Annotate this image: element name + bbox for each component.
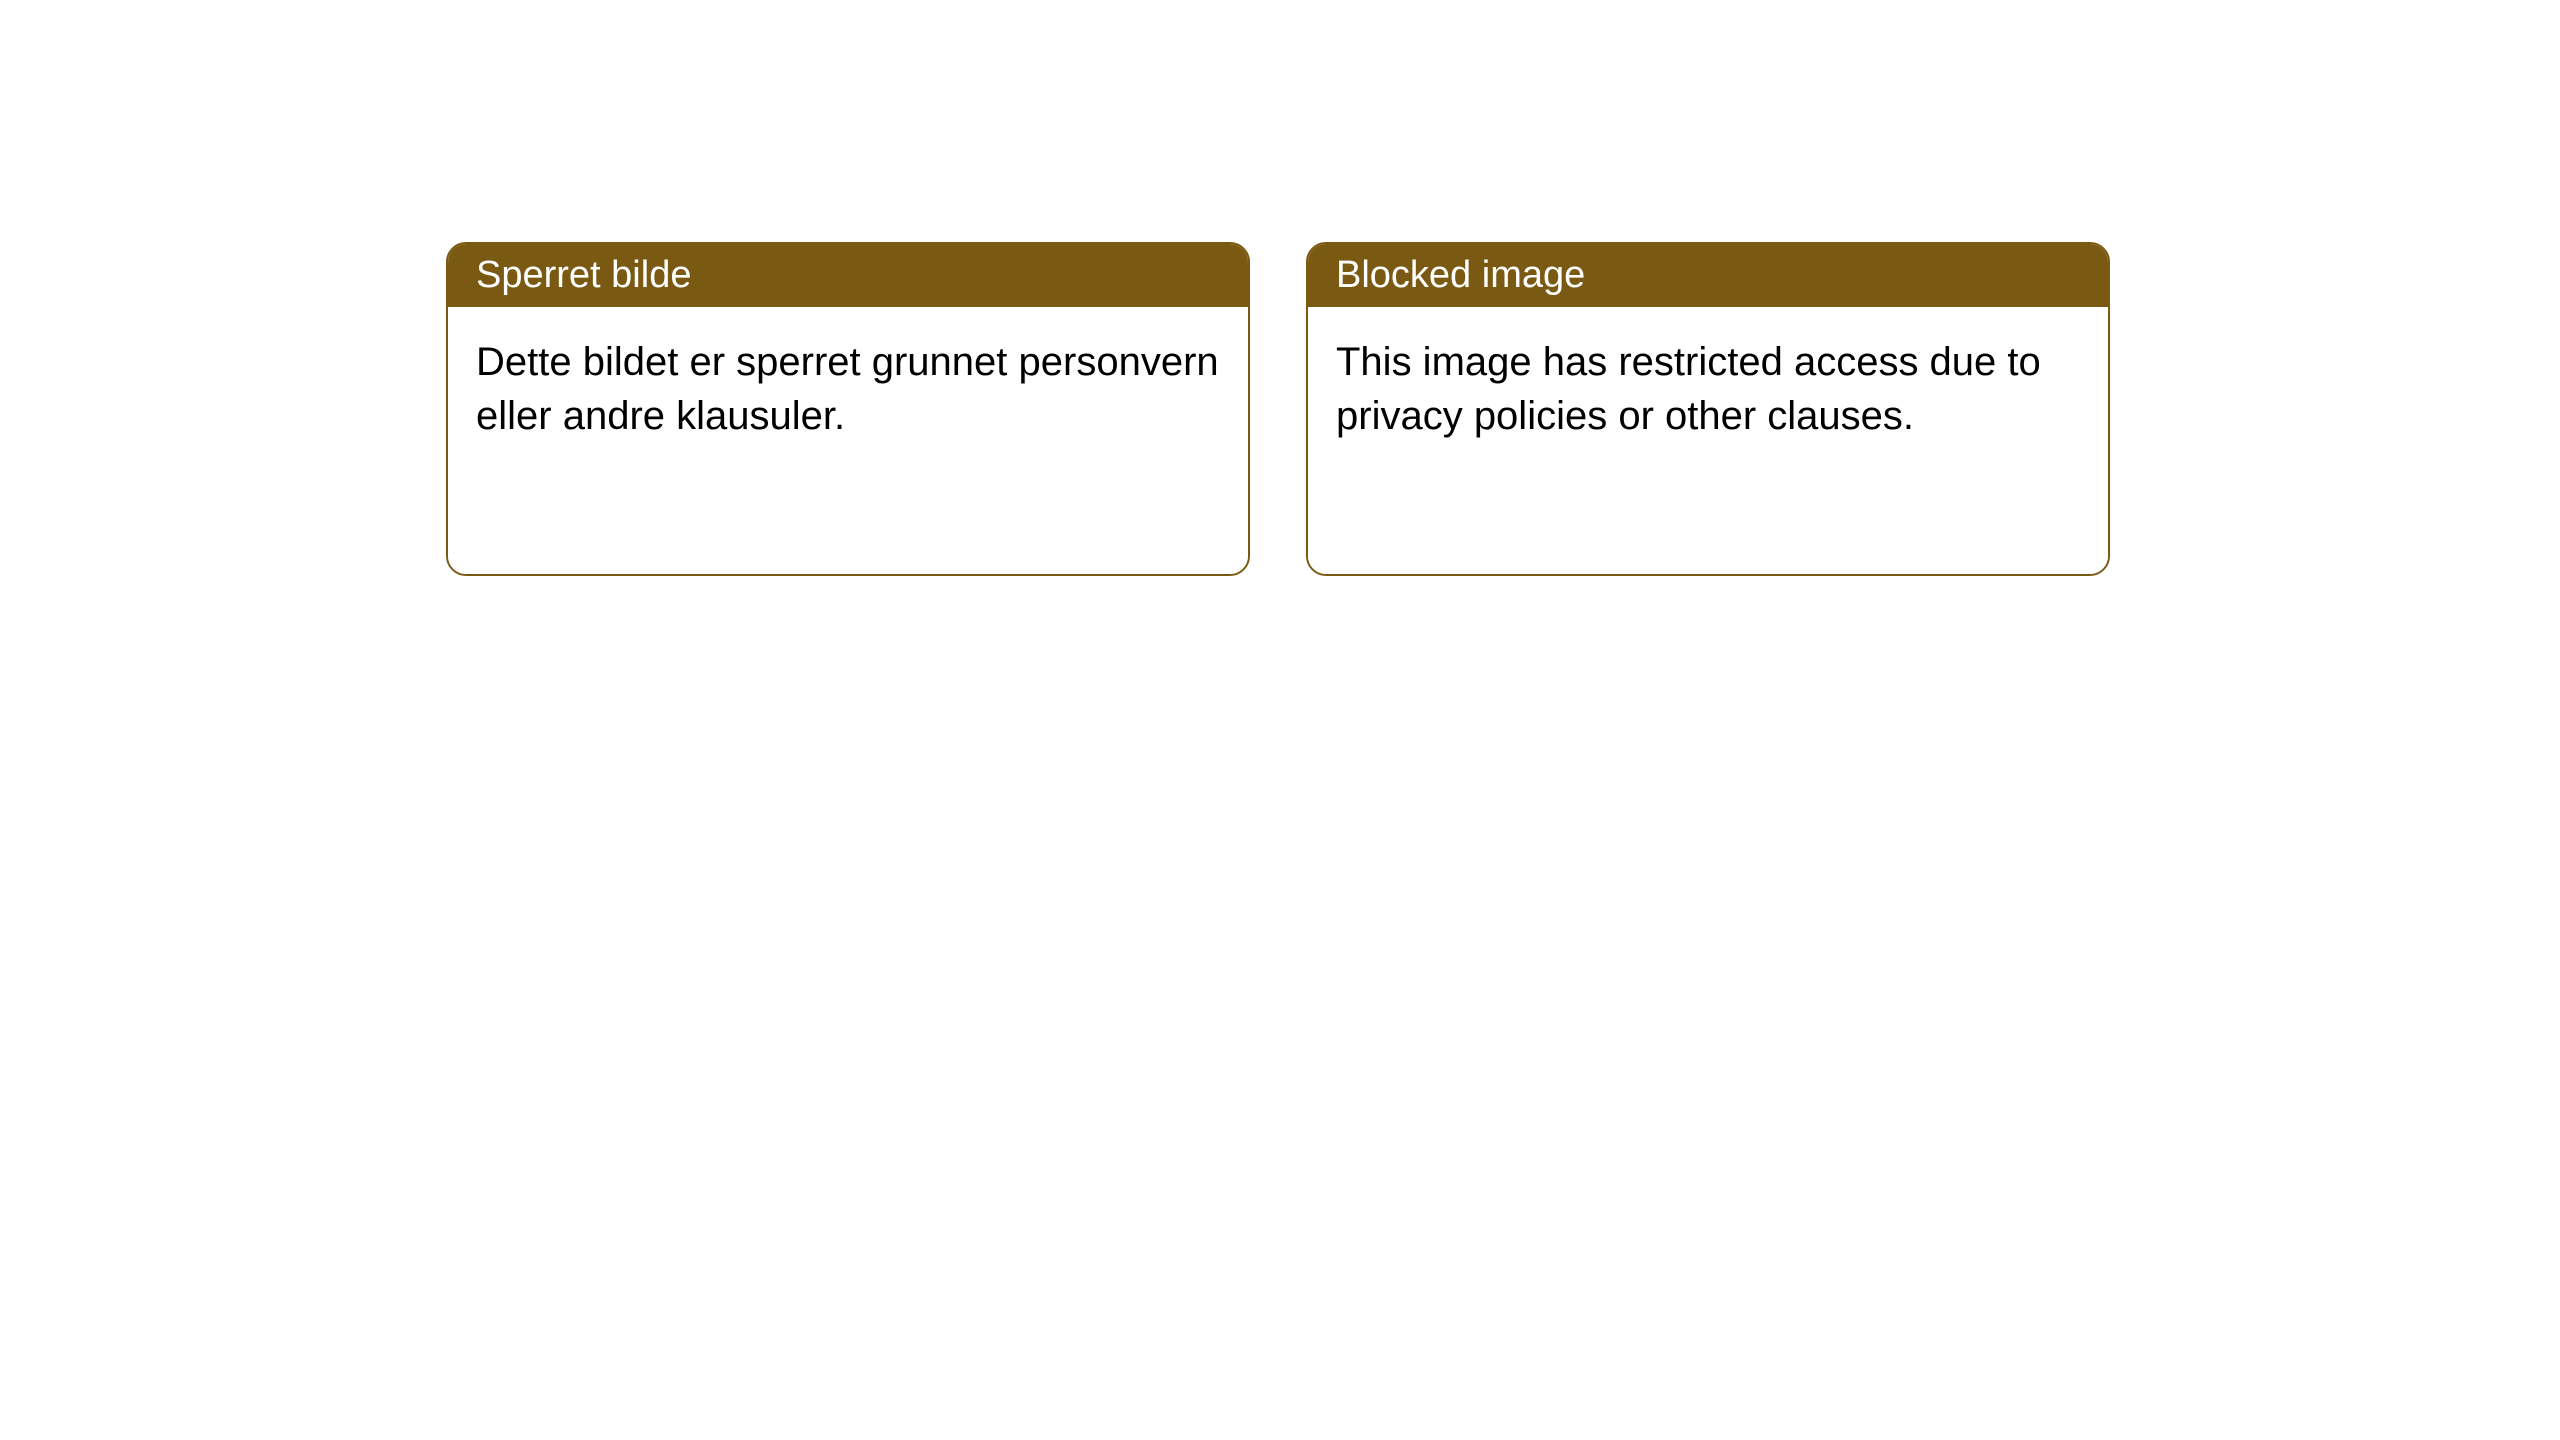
blocked-image-notices: Sperret bilde Dette bildet er sperret gr…	[446, 242, 2110, 576]
notice-card-english: Blocked image This image has restricted …	[1306, 242, 2110, 576]
notice-card-body: This image has restricted access due to …	[1308, 307, 2108, 574]
notice-card-header: Sperret bilde	[448, 244, 1248, 307]
notice-card-norwegian: Sperret bilde Dette bildet er sperret gr…	[446, 242, 1250, 576]
notice-card-header: Blocked image	[1308, 244, 2108, 307]
notice-card-body: Dette bildet er sperret grunnet personve…	[448, 307, 1248, 574]
